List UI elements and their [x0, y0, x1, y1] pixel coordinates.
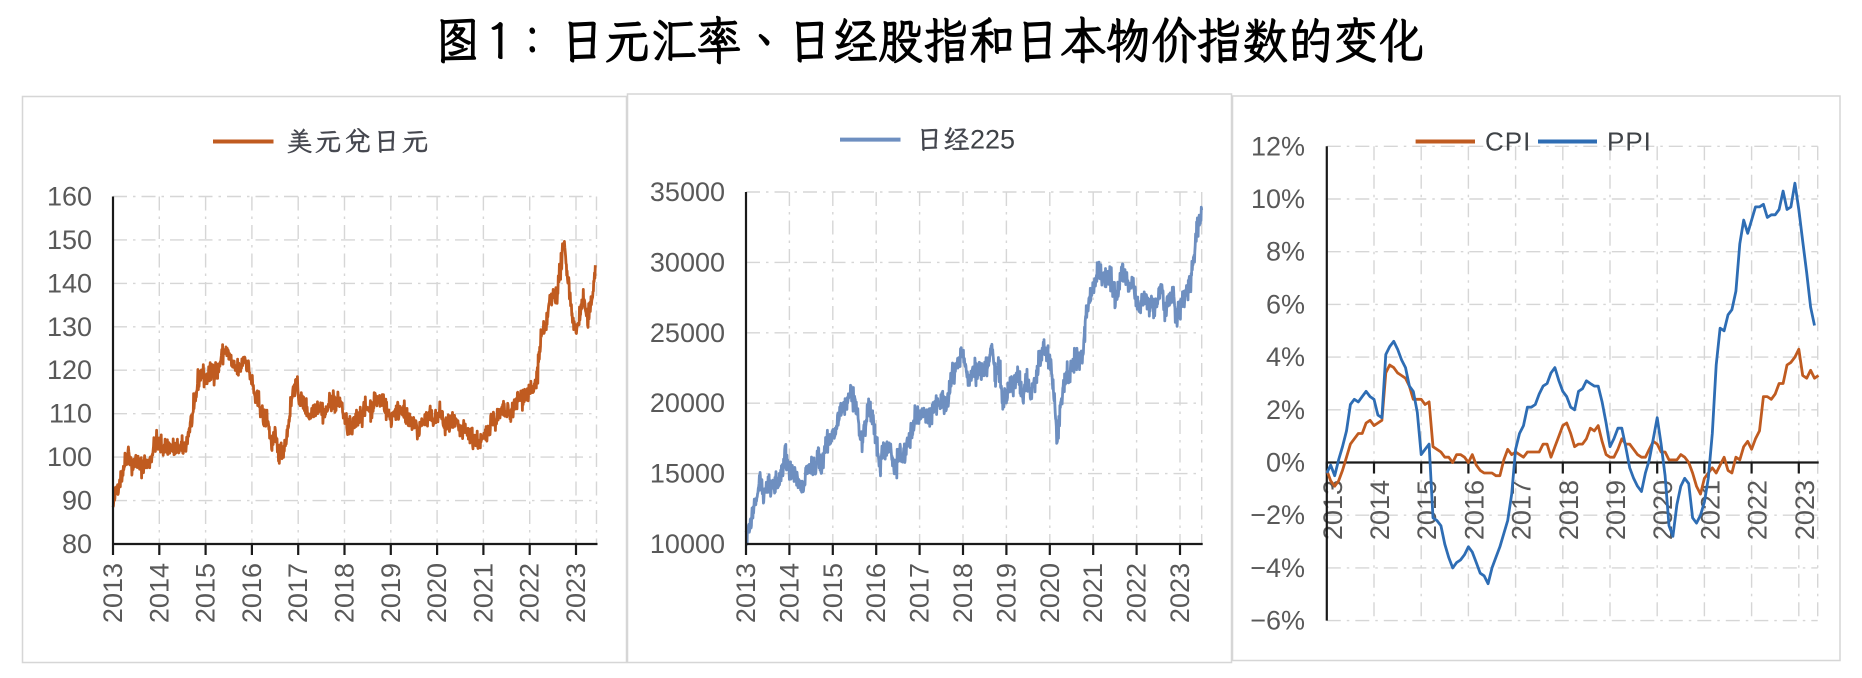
svg-text:2022: 2022: [515, 563, 545, 623]
svg-text:100: 100: [47, 442, 92, 472]
svg-text:PPI: PPI: [1607, 127, 1652, 157]
svg-text:10%: 10%: [1251, 184, 1305, 214]
svg-text:15000: 15000: [650, 459, 725, 489]
svg-text:140: 140: [47, 268, 92, 298]
svg-text:2015: 2015: [1412, 480, 1442, 540]
svg-text:2021: 2021: [1078, 563, 1108, 623]
svg-text:225: 225: [970, 125, 1015, 155]
svg-text:2017: 2017: [905, 563, 935, 623]
svg-text:2013: 2013: [731, 563, 761, 623]
svg-text:−2%: −2%: [1250, 500, 1305, 530]
svg-text:110: 110: [49, 399, 92, 429]
svg-text:150: 150: [47, 225, 92, 255]
svg-text:2%: 2%: [1266, 395, 1305, 425]
svg-text:120: 120: [47, 355, 92, 385]
svg-text:10000: 10000: [650, 529, 725, 559]
svg-text:2013: 2013: [98, 563, 128, 623]
svg-text:12%: 12%: [1251, 131, 1305, 161]
svg-text:2014: 2014: [774, 563, 804, 623]
svg-text:2019: 2019: [991, 563, 1021, 623]
svg-text:130: 130: [47, 312, 92, 342]
svg-text:8%: 8%: [1266, 237, 1305, 267]
svg-text:160: 160: [47, 182, 92, 212]
svg-text:2018: 2018: [948, 563, 978, 623]
svg-text:30000: 30000: [650, 247, 725, 277]
svg-text:80: 80: [62, 529, 92, 559]
svg-text:2022: 2022: [1743, 480, 1773, 540]
svg-text:2014: 2014: [144, 563, 174, 623]
svg-text:4%: 4%: [1266, 342, 1305, 372]
svg-text:CPI: CPI: [1485, 127, 1531, 157]
svg-text:2013: 2013: [1318, 480, 1348, 540]
svg-text:25000: 25000: [650, 318, 725, 348]
svg-text:20000: 20000: [650, 388, 725, 418]
svg-text:2023: 2023: [561, 563, 591, 623]
svg-text:2017: 2017: [283, 563, 313, 623]
svg-text:2018: 2018: [330, 563, 360, 623]
svg-text:2015: 2015: [818, 563, 848, 623]
svg-text:2019: 2019: [1601, 480, 1631, 540]
svg-text:2018: 2018: [1554, 480, 1584, 540]
svg-text:−6%: −6%: [1250, 606, 1305, 636]
svg-text:2019: 2019: [376, 563, 406, 623]
svg-text:0%: 0%: [1266, 448, 1305, 478]
svg-text:2020: 2020: [422, 563, 452, 623]
svg-text:2020: 2020: [1035, 563, 1065, 623]
svg-text:2016: 2016: [861, 563, 891, 623]
svg-text:6%: 6%: [1266, 289, 1305, 319]
svg-text:2016: 2016: [237, 563, 267, 623]
svg-text:2014: 2014: [1365, 480, 1395, 540]
svg-text:2016: 2016: [1459, 480, 1489, 540]
svg-text:2023: 2023: [1165, 563, 1195, 623]
svg-text:−4%: −4%: [1250, 553, 1305, 583]
svg-text:2015: 2015: [191, 563, 221, 623]
svg-text:90: 90: [62, 486, 92, 516]
svg-text:2021: 2021: [1695, 480, 1725, 540]
svg-text:2023: 2023: [1790, 480, 1820, 540]
svg-text:2022: 2022: [1122, 563, 1152, 623]
svg-text:2021: 2021: [468, 563, 498, 623]
svg-text:35000: 35000: [650, 177, 725, 207]
